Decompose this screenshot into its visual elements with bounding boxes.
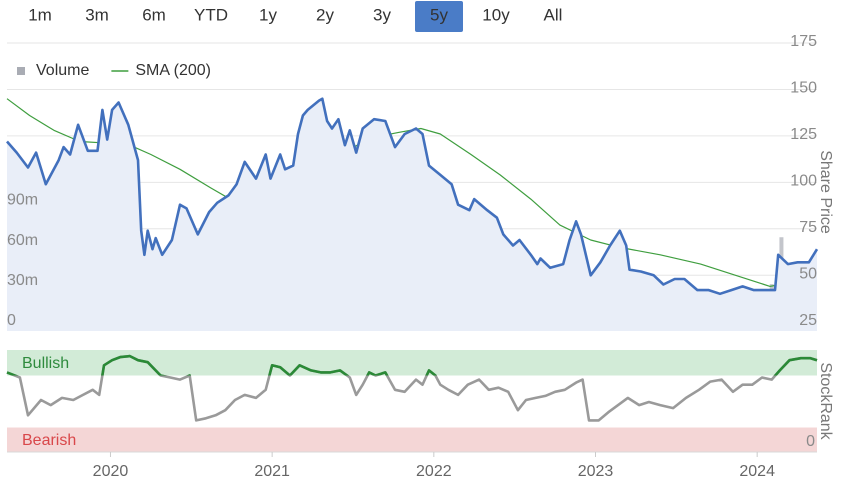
rank-band [7, 350, 817, 376]
range-button[interactable]: 3y [373, 5, 391, 24]
price-area [7, 98, 817, 331]
x-tick-label: 2020 [93, 463, 129, 480]
range-button[interactable]: All [544, 5, 563, 24]
y-axis-title: Share Price [817, 150, 834, 234]
band-label: Bearish [22, 432, 76, 449]
legend-swatch [17, 67, 25, 75]
band-label: Bullish [22, 355, 69, 372]
y-tick-label: 175 [790, 33, 817, 50]
range-button[interactable]: 3m [85, 5, 109, 24]
legend-label: SMA (200) [135, 62, 211, 79]
y2-tick-label: 30m [7, 272, 38, 289]
y2-tick-label: 0 [7, 312, 16, 329]
y-tick-label: 100 [790, 173, 817, 190]
x-tick-label: 2024 [739, 463, 775, 480]
rank-band [7, 427, 817, 452]
y-tick-label: 150 [790, 80, 817, 97]
legend-label: Volume [36, 62, 89, 79]
range-button[interactable]: 2y [316, 5, 334, 24]
range-button[interactable]: YTD [194, 5, 228, 24]
range-button[interactable]: 5y [430, 5, 448, 24]
range-button-selected[interactable] [415, 1, 463, 32]
range-button[interactable]: 1y [259, 5, 277, 24]
y-tick-label: 0 [806, 433, 815, 450]
stockrank-bullish-line [6, 354, 818, 376]
y2-tick-label: 90m [7, 192, 38, 209]
range-button[interactable]: 10y [482, 5, 510, 24]
y-axis-title: StockRank [817, 362, 834, 440]
x-tick-label: 2023 [578, 463, 614, 480]
range-button[interactable]: 1m [28, 5, 52, 24]
y-tick-label: 125 [790, 126, 817, 143]
range-button[interactable]: 6m [142, 5, 166, 24]
x-tick-label: 2021 [254, 463, 290, 480]
y-tick-label: 75 [799, 219, 817, 236]
y-tick-label: 25 [799, 312, 817, 329]
y2-tick-label: 60m [7, 232, 38, 249]
y-tick-label: 50 [799, 265, 817, 282]
price-line [6, 97, 819, 296]
x-tick-label: 2022 [416, 463, 452, 480]
